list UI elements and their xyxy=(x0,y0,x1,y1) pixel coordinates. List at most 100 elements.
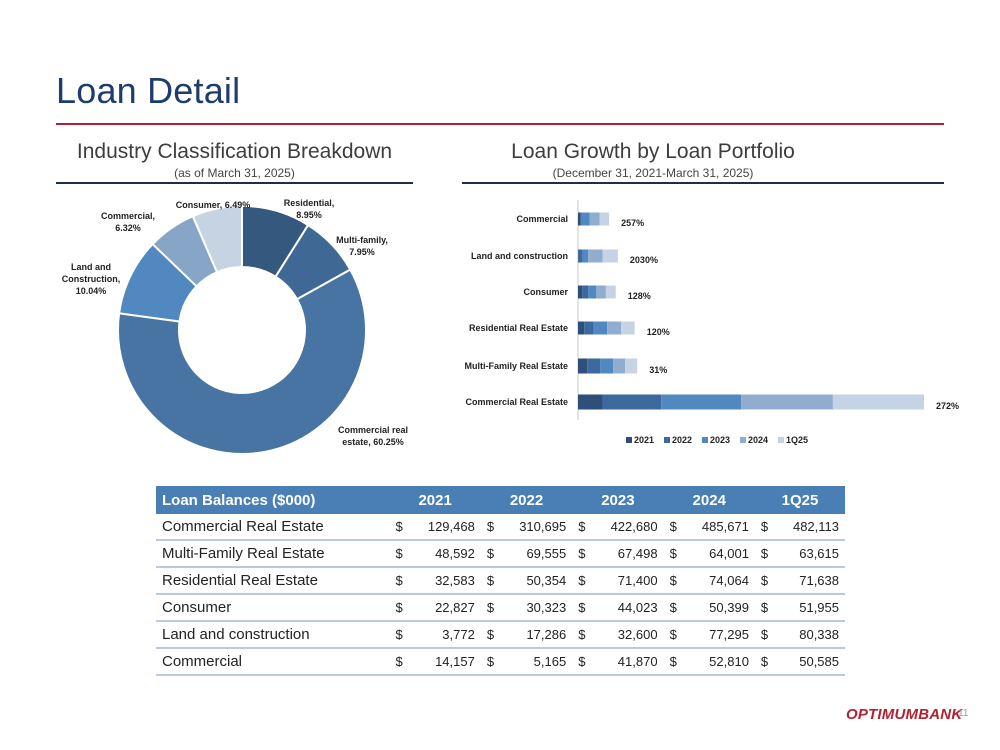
bar-segment xyxy=(578,358,588,374)
table-row: Consumer $22,827 $30,323 $44,023 $50,399 $51,… xyxy=(156,594,845,622)
bar-segment xyxy=(607,321,622,335)
cell-value: 71,400 xyxy=(589,567,664,595)
row-category: Commercial Real Estate xyxy=(156,514,390,541)
cell-value: 67,498 xyxy=(589,540,664,568)
donut-slice-label: Consumer, 6.49% xyxy=(176,200,251,210)
bar-segment xyxy=(581,212,590,226)
bar-segment xyxy=(596,285,606,299)
bar-growth-label: 2030% xyxy=(630,255,658,265)
currency-symbol: $ xyxy=(663,540,681,568)
cell-value: 17,286 xyxy=(497,621,573,649)
donut-chart: Residential, 8.95% Multi-family, 7.95% Comme… xyxy=(62,198,408,455)
bar-category-label: Commercial xyxy=(516,214,568,224)
row-category: Land and construction xyxy=(156,621,390,649)
stacked-bar-chart: Commercial 257% Land and construction 2030%… xyxy=(464,200,959,445)
currency-symbol: $ xyxy=(572,621,590,649)
cell-value: 50,354 xyxy=(497,567,573,595)
legend-label: 2022 xyxy=(672,435,692,445)
currency-symbol: $ xyxy=(754,540,772,568)
cell-value: 52,810 xyxy=(680,648,755,676)
bar-segment xyxy=(600,358,614,374)
currency-symbol: $ xyxy=(663,594,681,622)
cell-value: 44,023 xyxy=(589,594,664,622)
legend-swatch xyxy=(740,437,746,443)
donut-slice-label: Land and xyxy=(71,262,111,272)
bar-segment xyxy=(602,394,662,410)
bar-growth-label: 31% xyxy=(649,365,667,375)
currency-symbol: $ xyxy=(389,621,407,649)
legend-swatch xyxy=(702,437,708,443)
bar-section-divider xyxy=(462,182,944,184)
donut-slice-label: Commercial real xyxy=(338,425,408,435)
cell-value: 74,064 xyxy=(680,567,755,595)
cell-value: 50,399 xyxy=(680,594,755,622)
currency-symbol: $ xyxy=(389,567,407,595)
currency-symbol: $ xyxy=(754,594,772,622)
cell-value: 77,295 xyxy=(680,621,755,649)
currency-symbol: $ xyxy=(480,540,498,568)
bar-segment xyxy=(578,212,581,226)
cell-value: 32,583 xyxy=(406,567,481,595)
table-row: Multi-Family Real Estate $48,592 $69,555 $6… xyxy=(156,540,845,568)
bar-segment xyxy=(581,249,589,263)
table-header-year: 2023 xyxy=(572,486,664,514)
bar-segment xyxy=(625,358,638,374)
title-divider xyxy=(56,123,944,125)
currency-symbol: $ xyxy=(754,514,772,541)
bar-section-title: Loan Growth by Loan Portfolio xyxy=(511,140,795,163)
table-header-year: 2024 xyxy=(663,486,755,514)
cell-value: 80,338 xyxy=(771,621,845,649)
currency-symbol: $ xyxy=(754,567,772,595)
bar-growth-label: 128% xyxy=(628,291,651,301)
page-number: 11 xyxy=(958,708,969,719)
bar-growth-label: 120% xyxy=(647,327,670,337)
bar-category-label: Commercial Real Estate xyxy=(465,397,568,407)
bar-segment xyxy=(621,321,635,335)
cell-value: 14,157 xyxy=(406,648,481,676)
donut-section-divider xyxy=(56,182,413,184)
bar-segment xyxy=(661,394,742,410)
donut-slice-label: Construction, xyxy=(62,274,121,284)
table-row: Commercial $14,157 $5,165 $41,870 $52,810 $50… xyxy=(156,648,845,676)
currency-symbol: $ xyxy=(754,648,772,676)
table-header-label: Loan Balances ($000) xyxy=(156,486,390,514)
donut-slice-label: 6.32% xyxy=(115,223,141,233)
donut-slice-label: Commercial, xyxy=(101,211,155,221)
bar-category-label: Consumer xyxy=(523,287,568,297)
currency-symbol: $ xyxy=(389,540,407,568)
currency-symbol: $ xyxy=(389,648,407,676)
currency-symbol: $ xyxy=(480,567,498,595)
cell-value: 32,600 xyxy=(589,621,664,649)
bar-segment xyxy=(602,249,618,263)
cell-value: 64,001 xyxy=(680,540,755,568)
table-header-row: Loan Balances ($000) 2021 2022 2023 2024… xyxy=(156,486,845,514)
currency-symbol: $ xyxy=(754,621,772,649)
bar-growth-label: 272% xyxy=(936,401,959,411)
bar-segment xyxy=(582,285,589,299)
donut-slice-label: Multi-family, xyxy=(336,235,388,245)
cell-value: 129,468 xyxy=(406,514,481,541)
table-row: Commercial Real Estate $129,468 $310,695 $4… xyxy=(156,514,845,541)
donut-slice-label: 10.04% xyxy=(76,286,107,296)
bar-category-label: Multi-Family Real Estate xyxy=(464,361,568,371)
cell-value: 30,323 xyxy=(497,594,573,622)
legend-label: 1Q25 xyxy=(786,435,808,445)
bar-segment xyxy=(587,358,601,374)
currency-symbol: $ xyxy=(572,567,590,595)
cell-value: 41,870 xyxy=(589,648,664,676)
table-header-year: 1Q25 xyxy=(754,486,845,514)
cell-value: 63,615 xyxy=(771,540,845,568)
legend-swatch xyxy=(626,437,632,443)
donut-slice-label: 8.95% xyxy=(296,210,322,220)
donut-slice-label: Residential, xyxy=(284,198,335,208)
bar-segment xyxy=(605,285,616,299)
cell-value: 310,695 xyxy=(497,514,573,541)
currency-symbol: $ xyxy=(480,514,498,541)
currency-symbol: $ xyxy=(663,567,681,595)
bar-segment xyxy=(578,285,583,299)
bar-segment xyxy=(578,394,603,410)
donut-slice xyxy=(191,204,243,274)
legend-swatch xyxy=(778,437,784,443)
currency-symbol: $ xyxy=(480,648,498,676)
currency-symbol: $ xyxy=(572,648,590,676)
